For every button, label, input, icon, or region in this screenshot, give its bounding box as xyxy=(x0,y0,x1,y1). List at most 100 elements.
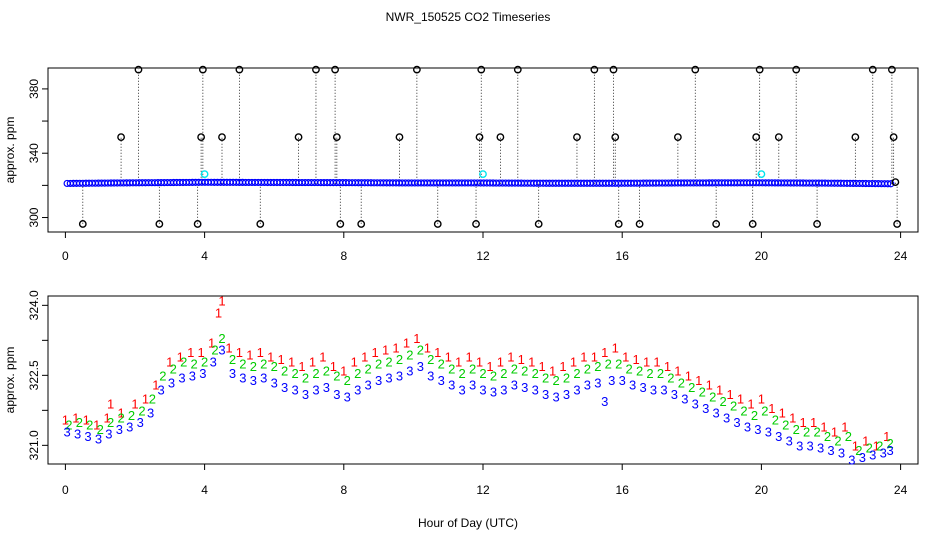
series-1-marker: 1 xyxy=(549,364,556,379)
series-1-marker: 1 xyxy=(278,352,285,367)
series-1-marker: 1 xyxy=(779,406,786,421)
series-3-marker: 3 xyxy=(532,382,539,397)
black-outlier-point xyxy=(294,133,303,142)
black-outlier-point xyxy=(712,220,721,228)
series-3-marker: 3 xyxy=(838,445,845,460)
series-1-marker: 1 xyxy=(152,378,159,393)
black-outlier-point xyxy=(609,65,618,74)
series-3-marker: 3 xyxy=(601,394,608,409)
series-3-marker: 3 xyxy=(210,354,217,369)
series-3-marker: 3 xyxy=(573,382,580,397)
series-3-marker: 3 xyxy=(521,380,528,395)
cyan-data-point xyxy=(479,170,487,179)
series-2-marker: 2 xyxy=(563,371,570,386)
black-outlier-point xyxy=(611,133,620,142)
series-2-marker: 2 xyxy=(218,331,225,346)
series-3-marker: 3 xyxy=(126,420,133,435)
series-2-marker: 2 xyxy=(138,403,145,418)
series-2-marker: 2 xyxy=(271,359,278,374)
top-x-tick-label: 8 xyxy=(340,249,347,263)
series-1-marker: 1 xyxy=(862,434,869,449)
series-2-marker: 2 xyxy=(636,364,643,379)
black-outlier-point xyxy=(513,65,522,74)
black-outlier-point xyxy=(312,65,320,74)
series-3-marker: 3 xyxy=(552,389,559,404)
series-2-marker: 2 xyxy=(845,429,852,444)
blue-data-point xyxy=(887,180,895,188)
series-1-marker: 1 xyxy=(246,347,253,362)
series-3-marker: 3 xyxy=(375,373,382,388)
series-3-marker: 3 xyxy=(639,380,646,395)
black-outlier-point xyxy=(198,65,207,74)
series-2-marker: 2 xyxy=(584,361,591,376)
series-3-marker: 3 xyxy=(671,387,678,402)
series-1-marker: 1 xyxy=(351,354,358,369)
series-1-marker: 1 xyxy=(768,401,775,416)
series-2-marker: 2 xyxy=(573,366,580,381)
series-1-marker: 1 xyxy=(104,410,111,425)
series-1-marker: 1 xyxy=(131,396,138,411)
black-outlier-point xyxy=(774,133,783,142)
series-3-marker: 3 xyxy=(887,443,894,458)
series-3-marker: 3 xyxy=(723,410,730,425)
series-2-marker: 2 xyxy=(354,366,361,381)
black-outlier-point xyxy=(691,65,700,74)
series-3-marker: 3 xyxy=(105,427,112,442)
series-1-marker: 1 xyxy=(319,350,326,365)
black-outlier-point xyxy=(477,65,486,74)
series-3-marker: 3 xyxy=(438,373,445,388)
series-3-marker: 3 xyxy=(271,375,278,390)
series-2-marker: 2 xyxy=(97,422,104,437)
top-y-tick-label: 340 xyxy=(27,143,41,163)
series-2-marker: 2 xyxy=(260,357,267,372)
series-2-marker: 2 xyxy=(740,403,747,418)
series-2-marker: 2 xyxy=(180,354,187,369)
series-1-marker: 1 xyxy=(267,350,274,365)
top-x-tick-label: 24 xyxy=(894,249,908,263)
series-1-marker: 1 xyxy=(601,345,608,360)
top-y-tick-label: 380 xyxy=(27,79,41,99)
series-2-marker: 2 xyxy=(646,366,653,381)
series-1-marker: 1 xyxy=(852,438,859,453)
top-x-tick-label: 4 xyxy=(201,249,208,263)
series-1-marker: 1 xyxy=(166,354,173,369)
series-2-marker: 2 xyxy=(385,354,392,369)
black-outlier-point xyxy=(590,65,599,74)
series-1-marker: 1 xyxy=(445,350,452,365)
series-3-marker: 3 xyxy=(354,382,361,397)
bottom-y-tick-label: 324.0 xyxy=(27,290,41,320)
series-1-marker: 1 xyxy=(465,350,472,365)
series-1-marker: 1 xyxy=(309,354,316,369)
top-dotted-lines xyxy=(82,69,898,224)
series-3-marker: 3 xyxy=(660,382,667,397)
series-1-marker: 1 xyxy=(580,350,587,365)
series-2-marker: 2 xyxy=(302,371,309,386)
series-1-marker: 1 xyxy=(726,387,733,402)
series-1-marker: 1 xyxy=(570,354,577,369)
black-outlier-point xyxy=(78,220,87,228)
black-outlier-point xyxy=(673,133,682,142)
bottom-x-tick-label: 0 xyxy=(62,483,69,497)
series-1-marker: 1 xyxy=(177,350,184,365)
series-2-marker: 2 xyxy=(448,361,455,376)
series-3-marker: 3 xyxy=(807,438,814,453)
series-3-marker: 3 xyxy=(490,385,497,400)
series-3-marker: 3 xyxy=(608,373,615,388)
series-3-marker: 3 xyxy=(250,373,257,388)
series-3-marker: 3 xyxy=(859,450,866,465)
series-3-marker: 3 xyxy=(344,389,351,404)
black-outlier-point xyxy=(433,220,442,228)
series-3-marker: 3 xyxy=(74,427,81,442)
series-2-marker: 2 xyxy=(65,417,72,432)
black-outlier-point xyxy=(117,133,125,142)
blue-data-point xyxy=(884,180,892,188)
series-3-marker: 3 xyxy=(713,406,720,421)
series-1-marker: 1 xyxy=(653,354,660,369)
series-3-marker: 3 xyxy=(291,382,298,397)
series-2-marker: 2 xyxy=(772,413,779,428)
series-3-marker: 3 xyxy=(848,452,855,467)
series-2-marker: 2 xyxy=(396,352,403,367)
series-3-marker: 3 xyxy=(168,375,175,390)
series-1-marker: 1 xyxy=(93,417,100,432)
